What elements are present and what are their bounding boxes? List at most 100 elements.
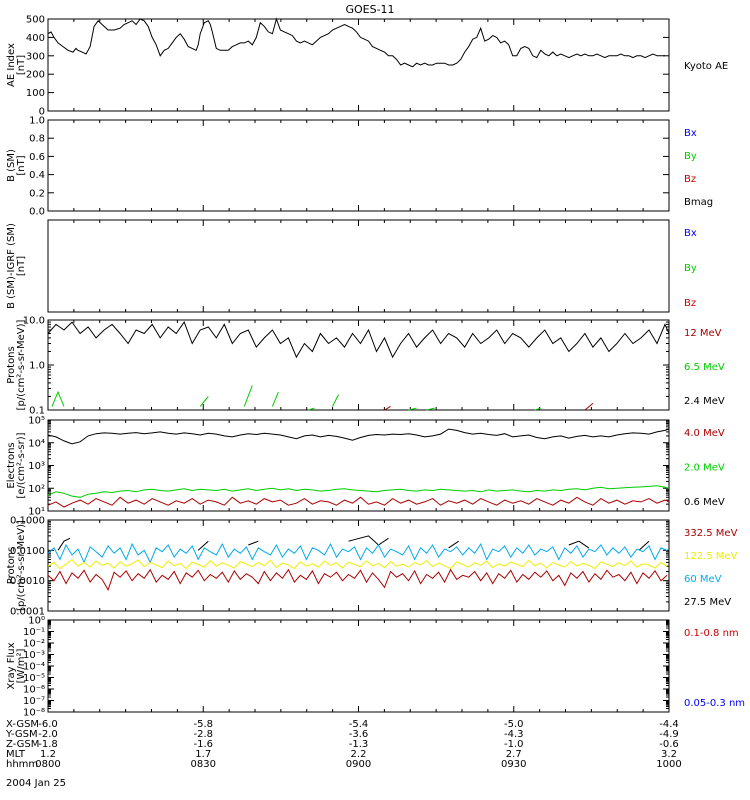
panel-3: B (SM)-IGRF (SM) [nT] Bx By Bz bbox=[6, 219, 697, 313]
y-tick-label: 0.1 bbox=[29, 406, 45, 417]
footer-value: -0.6 bbox=[659, 739, 679, 750]
y-axis-label: [nT] bbox=[16, 55, 27, 75]
y-axis-label: [nT] bbox=[16, 256, 27, 276]
series-2-0-mev bbox=[47, 485, 670, 498]
series-27-5-mev bbox=[248, 540, 259, 546]
footer-value: -4.4 bbox=[659, 719, 679, 730]
y-tick-label: 10⁻⁸ bbox=[23, 708, 45, 719]
legend-entry: By bbox=[684, 263, 697, 274]
legend-entry: Kyoto AE bbox=[684, 61, 728, 72]
legend-entry: 4.0 MeV bbox=[684, 428, 725, 439]
series-6-5-mev bbox=[243, 385, 253, 407]
y-tick-label: 0.0001 bbox=[10, 607, 45, 618]
footer-value: -5.8 bbox=[193, 719, 213, 730]
series-27-5-mev bbox=[568, 540, 590, 549]
y-tick-label: 1.0 bbox=[29, 361, 45, 372]
y-tick-label: 10⁻³ bbox=[23, 650, 45, 661]
legend-entry: Bmag bbox=[684, 197, 713, 208]
y-axis-label: [e/(cm²-s-sr)] bbox=[16, 432, 27, 498]
y-tick-label: 10⁻¹ bbox=[23, 627, 45, 638]
series-6-5-mev bbox=[271, 391, 279, 407]
panel-4: 0.1 1.0 10.0 Protons [p/(cm²-s-sr-MeV)] 12 Me… bbox=[6, 316, 725, 417]
y-axis-label: [p/(cm²-s-sr-MeV)] bbox=[16, 319, 27, 410]
footer-ephemeris: X-GSM -6.0 -5.8 -5.4 -5.0 -4.4 Y-GSM -2.0 -2.8 -3… bbox=[5, 719, 682, 770]
series-6-5-mev bbox=[534, 407, 541, 411]
footer-value: -4.3 bbox=[504, 729, 524, 740]
legend-entry: Bx bbox=[684, 228, 697, 239]
y-tick-label: 100 bbox=[26, 88, 45, 99]
panel-frame bbox=[47, 219, 670, 313]
y-tick-label: 0.2 bbox=[29, 188, 45, 199]
footer-value: -5.4 bbox=[349, 719, 369, 730]
series-0-6-mev bbox=[47, 428, 670, 445]
y-tick-label: 0 bbox=[39, 107, 45, 118]
series-line bbox=[47, 17, 665, 68]
series-6-5-mev bbox=[426, 407, 435, 411]
y-tick-label: 200 bbox=[26, 70, 45, 81]
series-6-5-mev bbox=[308, 407, 315, 411]
footer-row-label: Y-GSM bbox=[5, 729, 38, 740]
y-axis-label: [W/m²] bbox=[16, 648, 27, 683]
y-tick-label: 10⁻⁷ bbox=[23, 696, 45, 707]
y-tick-label: 0.8 bbox=[29, 134, 45, 145]
panel-5: 10¹ 10² 10³ 10⁴ 10⁵ Electrons [e/(cm²-s-sr)] 4.… bbox=[6, 416, 725, 518]
footer-value: -1.8 bbox=[38, 739, 58, 750]
series-27-5-mev bbox=[448, 540, 459, 549]
plot-title: GOES-11 bbox=[345, 3, 394, 16]
series-332-5-mev bbox=[47, 568, 668, 592]
footer-value: 0930 bbox=[501, 759, 526, 770]
y-tick-label: 10⁻⁴ bbox=[23, 662, 45, 673]
y-tick-label: 10³ bbox=[28, 461, 45, 472]
legend-entry: Bz bbox=[684, 298, 696, 309]
legend-entry: 60 MeV bbox=[684, 574, 722, 585]
footer-value: 1.2 bbox=[40, 749, 56, 760]
footer-row-label: Z-GSM bbox=[6, 739, 39, 750]
legend-entry: 2.4 MeV bbox=[684, 396, 725, 407]
series-6-5-mev bbox=[408, 407, 417, 411]
series-12-mev bbox=[384, 405, 391, 411]
series-60-mev bbox=[47, 542, 668, 564]
footer-value: -2.0 bbox=[38, 729, 58, 740]
y-tick-label: 10⁴ bbox=[28, 438, 45, 449]
y-tick-label: 10⁻⁶ bbox=[23, 685, 45, 696]
legend-entry: Bz bbox=[684, 174, 696, 185]
footer-value: 1.7 bbox=[195, 749, 211, 760]
y-tick-label: 0.1000 bbox=[10, 516, 45, 527]
panel-frame bbox=[47, 119, 670, 212]
y-axis-label: Protons bbox=[6, 346, 17, 383]
y-axis-label: Protons bbox=[6, 547, 17, 584]
legend-entry: By bbox=[684, 151, 697, 162]
footer-value: -1.3 bbox=[349, 739, 369, 750]
series-2-4-mev bbox=[47, 321, 670, 359]
panel-1: 0 100 200 300 400 500 AE Index [nT] Kyoto AE bbox=[6, 15, 728, 118]
y-tick-label: 400 bbox=[26, 33, 45, 44]
y-tick-label: 10⁵ bbox=[28, 416, 45, 427]
legend-entry: 27.5 MeV bbox=[684, 597, 731, 608]
footer-value: -1.6 bbox=[193, 739, 213, 750]
panel-6: 0.0001 0.0010 0.0100 0.1000 Protons [p/(cm²-s… bbox=[6, 516, 738, 618]
y-axis-label: B (SM)-IGRF (SM) bbox=[6, 223, 17, 309]
y-tick-label: 300 bbox=[26, 51, 45, 62]
series-4-0-mev bbox=[47, 496, 670, 508]
y-tick-label: 0.0 bbox=[29, 207, 45, 218]
series-6-5-mev bbox=[332, 394, 339, 407]
footer-value: 0800 bbox=[35, 759, 60, 770]
footer-row-label: X-GSM bbox=[6, 719, 39, 730]
footer-value: 1000 bbox=[656, 759, 681, 770]
legend-entry: 2.0 MeV bbox=[684, 463, 725, 474]
series-6-5-mev bbox=[51, 390, 65, 407]
legend-entry: 12 MeV bbox=[684, 328, 722, 339]
legend-entry: 0.1-0.8 nm bbox=[684, 628, 739, 639]
footer-value: -4.9 bbox=[659, 729, 679, 740]
footer-value: -5.0 bbox=[504, 719, 524, 730]
footer-value: -3.6 bbox=[349, 729, 369, 740]
date-label: 2004 Jan 25 bbox=[6, 778, 66, 789]
footer-value: 2.7 bbox=[506, 749, 522, 760]
legend-entry: 0.6 MeV bbox=[684, 497, 725, 508]
legend-entry: 332.5 MeV bbox=[684, 528, 738, 539]
legend-entry: 6.5 MeV bbox=[684, 362, 725, 373]
y-tick-label: 10⁰ bbox=[28, 616, 45, 627]
y-tick-label: 10¹ bbox=[28, 507, 45, 518]
y-tick-label: 0.6 bbox=[29, 152, 45, 163]
